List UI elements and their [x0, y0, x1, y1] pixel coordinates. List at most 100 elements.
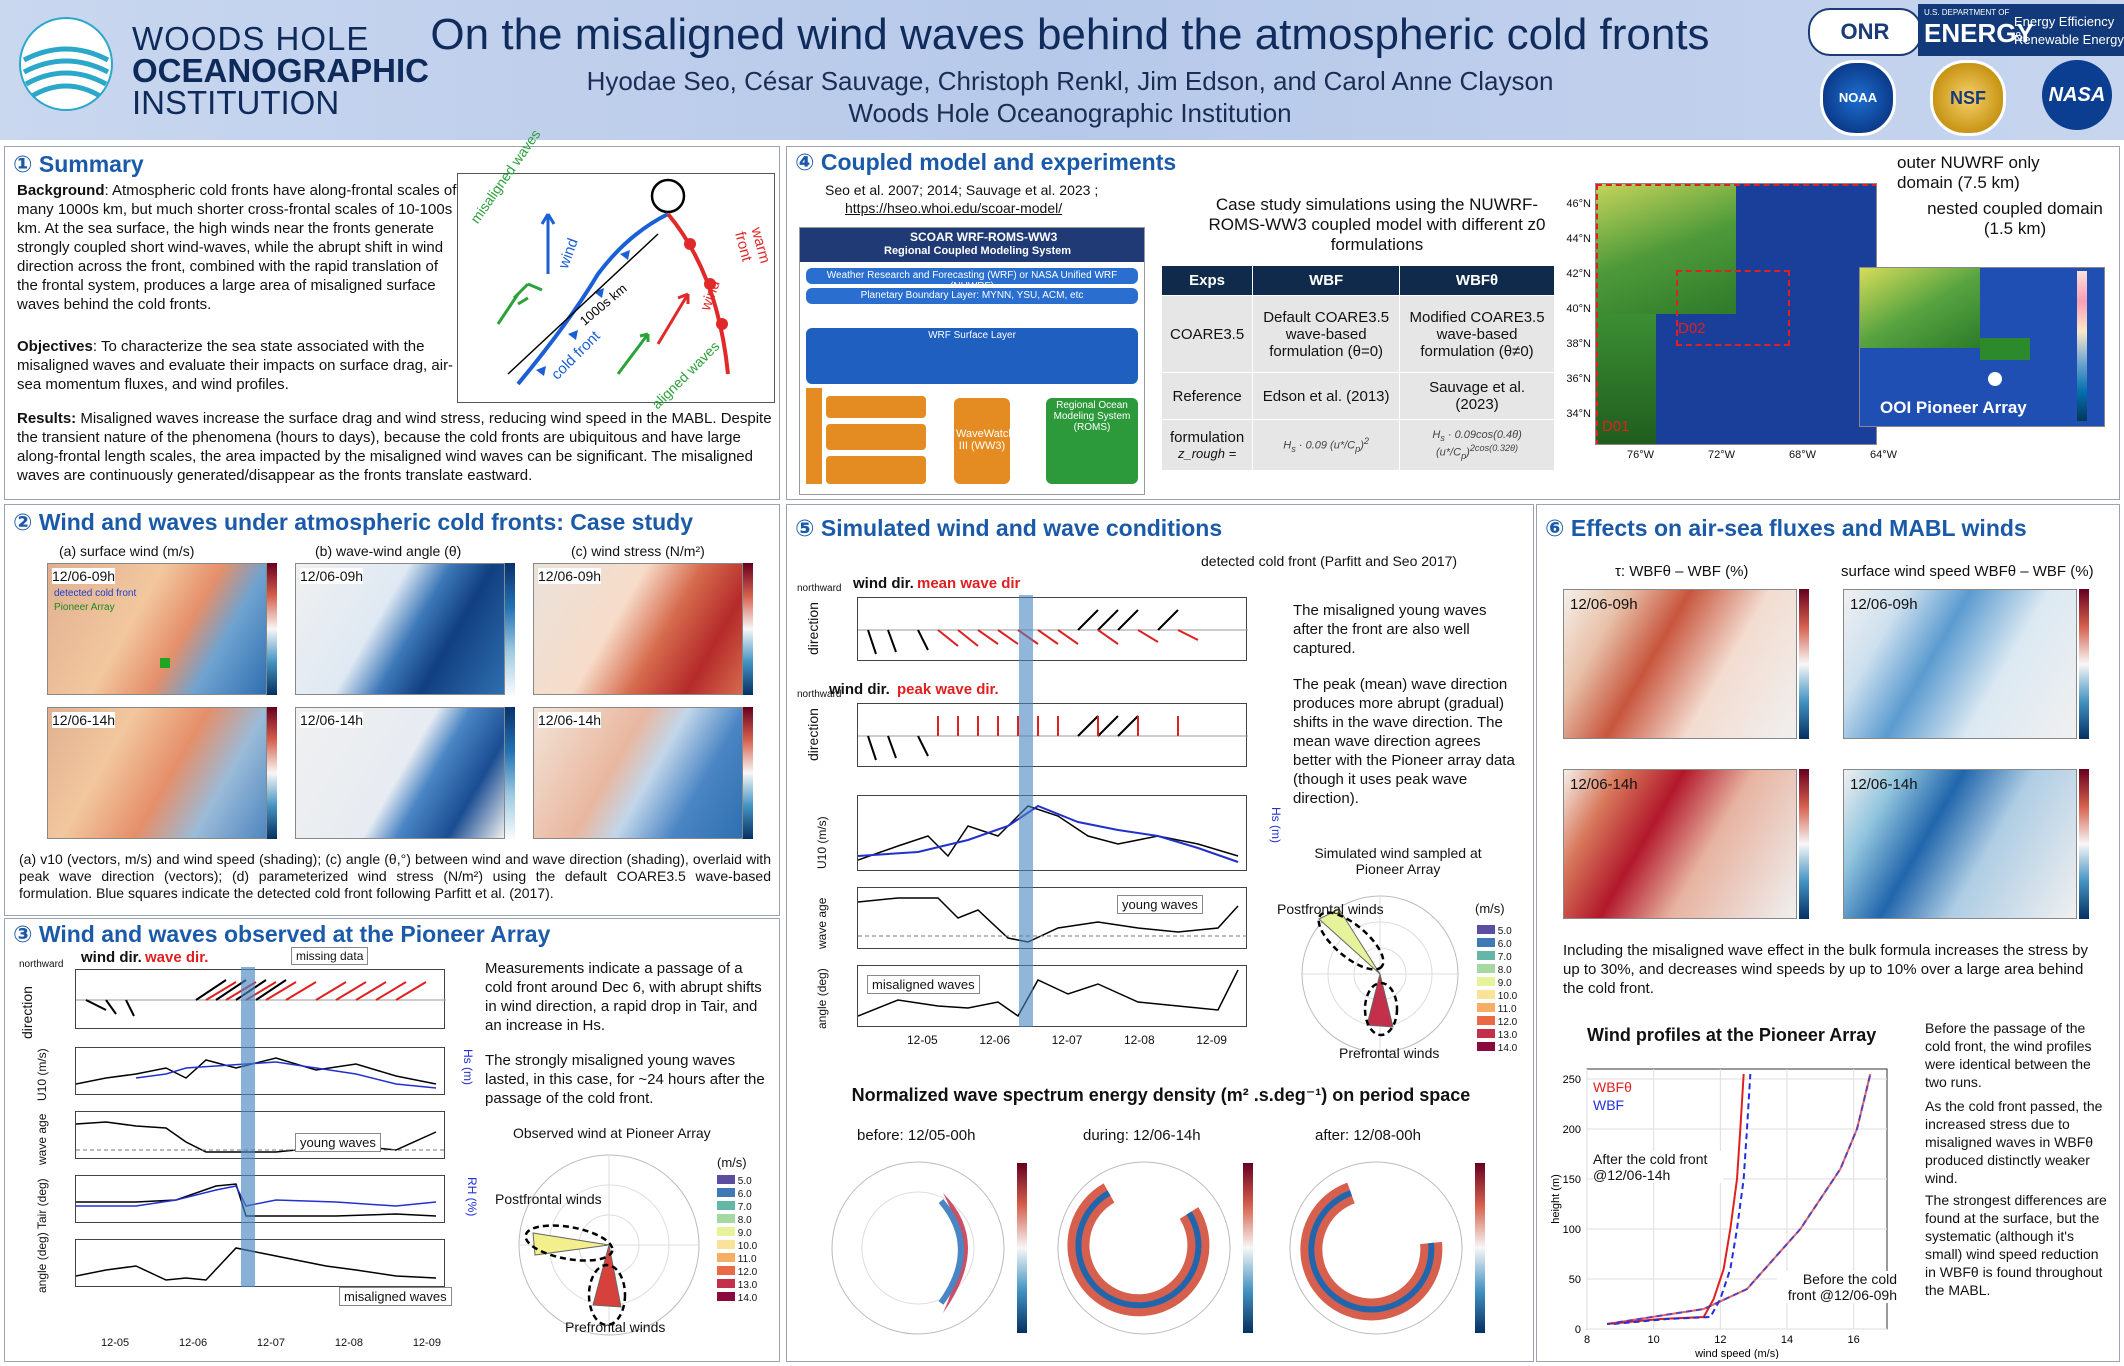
authors: Hyodae Seo, César Sauvage, Christoph Ren…	[586, 66, 1554, 96]
colorbar-a1	[267, 563, 277, 695]
y-tick-label: 150	[1563, 1174, 1581, 1186]
section-5-title: ⑤ Simulated wind and wave conditions	[795, 515, 1223, 541]
section-6-title: ⑥ Effects on air-sea fluxes and MABL win…	[1545, 515, 2027, 541]
nested-domain-label: nested coupled domain (1.5 km)	[1927, 199, 2103, 238]
ylabel-wave-age: wave age	[815, 897, 829, 949]
section-2-title: ② Wind and waves under atmospheric cold …	[13, 509, 694, 535]
row2-wbftheta: Sauvage et al. (2023)	[1399, 372, 1555, 420]
ylabel-direction-1: direction	[805, 602, 821, 655]
ylabel-wave-age: wave age	[35, 1113, 49, 1165]
d02-box	[1676, 270, 1790, 346]
objectives-paragraph: Objectives: To characterize the sea stat…	[17, 337, 457, 394]
obs-u10-lines	[75, 1057, 437, 1089]
lon-68: 68°W	[1788, 449, 1816, 461]
front-passage-band	[241, 967, 255, 1287]
spectrum-before	[831, 1161, 1005, 1335]
sim-mean-direction-panel	[857, 597, 1248, 661]
time-label: 12/06-09h	[300, 568, 364, 584]
case-study-caption: (a) v10 (vectors, m/s) and wind speed (s…	[19, 851, 771, 901]
wind-dir-label-2: wind dir.	[829, 681, 890, 698]
rose-level: 12.0	[1497, 1017, 1518, 1028]
pioneer-marker	[160, 658, 170, 668]
nested-domain-map: OOI Pioneer Array	[1859, 267, 2105, 427]
misaligned-waves-label: misaligned waves	[339, 1287, 452, 1306]
d02-label: D02	[1678, 320, 1706, 337]
model-url-link[interactable]: https://hseo.whoi.edu/scoar-model/	[845, 200, 1063, 216]
objectives-label: Objectives	[17, 338, 93, 355]
poster-title: On the misaligned wind waves behind the …	[430, 10, 1710, 59]
mean-wave-label: mean wave dir	[917, 575, 1021, 592]
rose-level: 5.0	[737, 1176, 752, 1187]
logo-line-3: INSTITUTION	[132, 84, 340, 121]
wave-dir-label: wave dir.	[145, 949, 209, 966]
rose-level: 9.0	[737, 1228, 752, 1239]
sim-peak-direction-arrows	[858, 715, 1248, 761]
legend-wbf: WBF	[1593, 1097, 1625, 1113]
angle-map-09h: 12/06-09h	[295, 563, 505, 695]
rose-level: 13.0	[1497, 1030, 1518, 1041]
y-tick-label: 50	[1569, 1274, 1581, 1286]
x-tick: 12-07	[256, 1337, 286, 1349]
table-head-exps: Exps	[1160, 265, 1254, 296]
doe-line-4: Renewable Energy	[2014, 32, 2124, 47]
obs-wave-age-line	[75, 1121, 446, 1153]
table-head-wbf: WBF	[1252, 265, 1401, 296]
nsf-logo: NSF	[1930, 60, 2006, 136]
lon-76: 76°W	[1627, 449, 1655, 461]
row3-label-text: formulation	[1170, 429, 1245, 446]
ylabel-direction: direction	[19, 986, 35, 1039]
poster-header: WOODS HOLE OCEANOGRAPHIC INSTITUTION On …	[0, 0, 2124, 140]
rose-level: 6.0	[737, 1189, 752, 1200]
map-lat-labels: 46°N 44°N 42°N 40°N 38°N 36°N 34°N	[1563, 187, 1591, 432]
rose-level: 6.0	[1497, 939, 1512, 950]
box-pbl: Planetary Boundary Layer: MYNN, YSU, ACM…	[806, 288, 1138, 304]
x-tick: 12-06	[979, 1033, 1011, 1047]
profile-text-2: As the cold front passed, the increased …	[1925, 1098, 2103, 1186]
cold-front-sketch	[457, 173, 775, 403]
wind-profile-chart: 8 10 12 14 16 0 50 100 150 200 250 wind speed (m/s)…	[1550, 1068, 1888, 1359]
lat-40: 40°N	[1566, 303, 1591, 315]
x-tick-label: 16	[1848, 1334, 1860, 1346]
detected-front-label: detected cold front (Parfitt and Seo 201…	[1201, 553, 1458, 569]
tau-diff-map-14h: 12/06-14h	[1563, 769, 1797, 919]
box-wrf: Weather Research and Forecasting (WRF) o…	[806, 268, 1138, 292]
sim-rose-unit: (m/s)	[1475, 901, 1505, 916]
wind-colorbar-1	[2079, 589, 2089, 739]
tau-diff-title: τ: WBFθ – WBF (%)	[1615, 563, 1749, 580]
tau-colorbar-2	[1799, 769, 1809, 919]
sim-rose-legend: 5.0 6.0 7.0 8.0 9.0 10.0 11.0 12.0 13.0 …	[1477, 925, 1517, 1055]
spectrum-label-during: during: 12/06-14h	[1083, 1127, 1201, 1144]
doe-line-2: ENERGY	[1924, 18, 2034, 48]
case-study-text: Case study simulations using the NUWRF-R…	[1208, 195, 1546, 254]
wind-map-14h: 12/06-14h	[47, 707, 267, 839]
northward-label-2: northward	[797, 689, 842, 700]
x-tick-label: 8	[1584, 1334, 1590, 1346]
y-tick-label: 250	[1563, 1074, 1581, 1086]
rose-level: 11.0	[1497, 1004, 1517, 1015]
d01-label: D01	[1602, 418, 1630, 435]
stress-map-14h: 12/06-14h	[533, 707, 743, 839]
box-surface-layer: WRF Surface Layer	[806, 328, 1138, 384]
wind-dir-label-1: wind dir.	[853, 575, 914, 592]
pioneer-text-2: The strongly misaligned young waves last…	[485, 1052, 765, 1107]
sim-text-2: The peak (mean) wave direction produces …	[1293, 676, 1515, 807]
wind-diff-map-09h: 12/06-09h	[1843, 589, 2077, 739]
background-text: : Atmospheric cold fronts have along-fro…	[17, 182, 457, 313]
y-axis-label: height (m)	[1550, 1174, 1562, 1224]
section-1-title: ① Summary	[13, 151, 144, 177]
profile-text-1: Before the passage of the cold front, th…	[1925, 1020, 2092, 1090]
spectrum-title: Normalized wave spectrum energy density …	[851, 1085, 1471, 1105]
sim-wind-rose	[1301, 895, 1459, 1053]
obs-angle-panel	[75, 1239, 445, 1287]
lat-46: 46°N	[1566, 198, 1591, 210]
land-shading	[1596, 184, 1736, 314]
colorbar-b2	[505, 707, 515, 839]
wind-map-09h: 12/06-09h detected cold front Pioneer Ar…	[47, 563, 267, 695]
tau-colorbar-1	[1799, 589, 1809, 739]
stress-map-09h: 12/06-09h	[533, 563, 743, 695]
lat-36: 36°N	[1566, 373, 1591, 385]
obs-postfrontal-label: Postfrontal winds	[495, 1191, 602, 1207]
table-head-wbftheta: WBFθ	[1399, 265, 1555, 296]
ylabel-hs: Hs (m)	[1269, 807, 1283, 843]
time-label: 12/06-14h	[300, 712, 364, 728]
